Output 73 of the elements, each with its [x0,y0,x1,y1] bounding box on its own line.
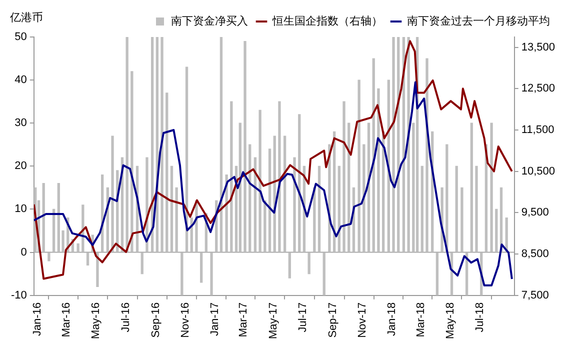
x-tick-label: Jan-18 [386,302,398,336]
x-tick-label: Sep-17 [326,302,339,338]
bar [495,208,498,252]
x-tick-label: May-16 [90,302,102,340]
y2-tick-label: 13,500 [521,41,556,54]
bar [160,37,164,252]
bar [258,110,262,252]
bar [470,122,473,252]
bar [407,37,410,252]
bar [308,252,310,274]
legend-label: 南下资金过去一个月移动平均 [407,14,550,28]
bar [175,187,178,252]
y2-tick-label: 12,500 [521,82,556,95]
legend-label: 南下资金净买入 [171,14,248,28]
x-tick-label: May-18 [444,302,456,340]
y2-tick-label: 7,500 [521,289,549,302]
x-tick-label: Sep-16 [150,302,162,338]
bar [76,243,80,252]
bar [244,40,246,252]
x-tick-label: Nov-16 [179,302,192,338]
bar [96,252,99,288]
bar [420,166,424,252]
bar [278,101,281,252]
bar [140,252,144,274]
bar [475,166,478,252]
y-tick-label: 20 [14,160,27,172]
bar [111,136,114,252]
y-tick-label: 50 [14,31,27,44]
bar [200,252,203,283]
bar [42,183,45,252]
x-tick-label: Jul-17 [296,302,309,332]
y-tick-label: 0 [20,246,27,258]
legend-label: 恒生国企指数（右轴） [272,14,382,28]
bar [126,37,128,252]
x-tick-label: Jul-16 [120,302,132,332]
bar [48,252,50,262]
bar [170,166,174,252]
bar [358,80,360,252]
y-axis-title: 亿港币 [9,11,43,24]
bar [210,252,213,296]
bar [318,166,321,252]
bar [490,122,493,252]
x-tick-label: Mar-16 [60,302,73,338]
bar [220,37,223,252]
y-tick-label: 10 [14,203,27,216]
x-tick-label: May-17 [267,302,280,340]
bar [377,88,380,252]
x-tick-label: Jan-16 [31,302,44,336]
bar [392,37,395,252]
x-tick-label: Mar-17 [238,302,250,338]
x-tick-label: Jan-17 [209,302,222,336]
x-tick-label: Mar-18 [414,302,427,338]
bar [288,252,291,278]
bar [455,166,458,252]
bar [436,252,439,296]
y2-tick-label: 9,500 [521,206,549,219]
bar [342,101,346,252]
x-tick-label: Nov-17 [356,302,369,338]
bar [166,92,168,252]
y-tick-label: -10 [10,289,27,302]
y-tick-label: 40 [14,74,27,86]
bar [293,157,296,252]
y-tick-label: 30 [14,117,27,130]
y2-tick-label: 10,500 [521,165,556,178]
bar [322,252,326,296]
bar [86,252,90,266]
bar [460,187,464,252]
bar [130,71,134,252]
bar [180,252,184,296]
bar [426,58,428,252]
x-tick-label: Jul-18 [474,302,486,332]
y2-tick-label: 11,500 [521,124,554,136]
y2-tick-label: 8,500 [521,248,549,260]
